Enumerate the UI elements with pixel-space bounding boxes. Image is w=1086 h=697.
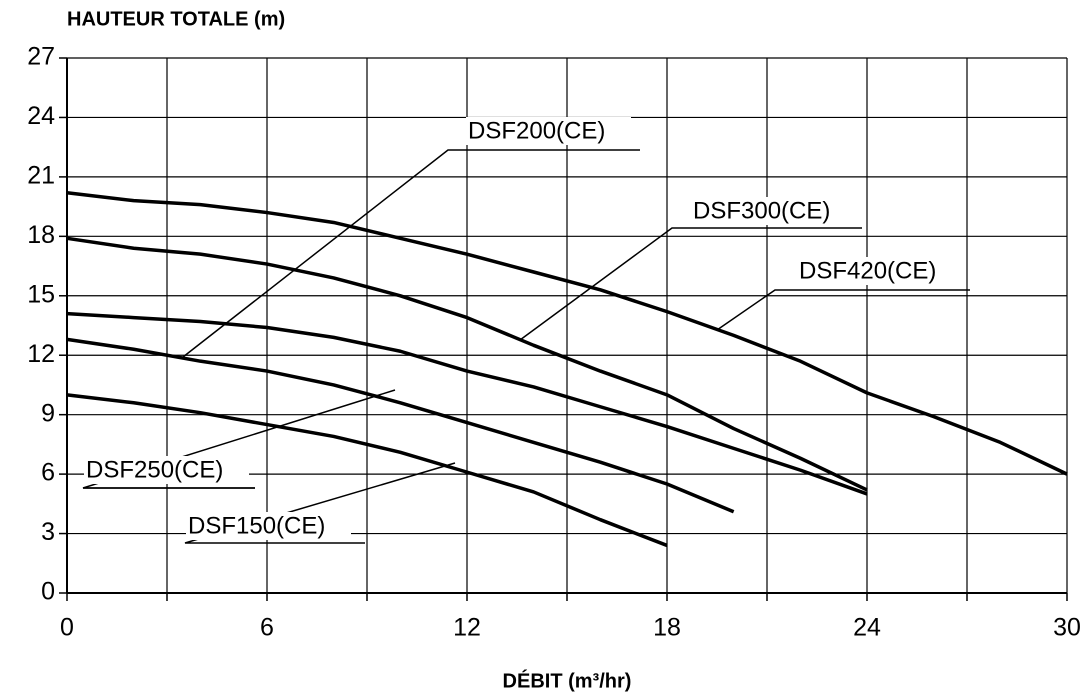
x-tick-label: 30: [1053, 614, 1081, 642]
x-axis-title: DÉBIT (m³/hr): [503, 669, 632, 692]
y-tick-label: 9: [41, 399, 55, 427]
leader-line: [182, 149, 640, 358]
x-tick-label: 12: [453, 614, 481, 642]
label-bg: [84, 456, 249, 484]
x-tick-label: 18: [653, 614, 681, 642]
y-tick-label: 24: [27, 102, 55, 130]
leader-line: [184, 462, 456, 544]
leader-line: [519, 227, 862, 341]
x-tick-label: 6: [260, 614, 274, 642]
series-label: DSF250(CE): [86, 456, 223, 483]
series-label: DSF420(CE): [799, 257, 936, 284]
label-bg: [466, 117, 631, 145]
y-tick-label: 27: [27, 43, 55, 71]
y-tick-label: 21: [27, 161, 55, 189]
series-label: DSF200(CE): [468, 117, 605, 144]
series-line: [66, 236, 868, 492]
y-tick-label: 18: [27, 221, 55, 249]
y-tick-label: 12: [27, 340, 55, 368]
series-line: [66, 337, 735, 514]
series-label: DSF150(CE): [188, 512, 325, 539]
series-line: [66, 191, 1068, 476]
x-tick-label: 0: [60, 614, 74, 642]
series-line: [66, 311, 868, 496]
label-bg: [797, 257, 962, 285]
label-bg: [691, 197, 856, 225]
leader-line: [716, 289, 970, 331]
y-tick-label: 6: [41, 459, 55, 487]
y-axis-title: HAUTEUR TOTALE (m): [67, 8, 285, 30]
y-tick-label: 0: [41, 578, 55, 606]
series-line: [66, 393, 668, 548]
y-tick-label: 3: [41, 518, 55, 546]
x-tick-label: 24: [853, 614, 881, 642]
label-bg: [186, 512, 351, 540]
y-tick-label: 15: [27, 280, 55, 308]
series-label: DSF300(CE): [693, 197, 830, 224]
